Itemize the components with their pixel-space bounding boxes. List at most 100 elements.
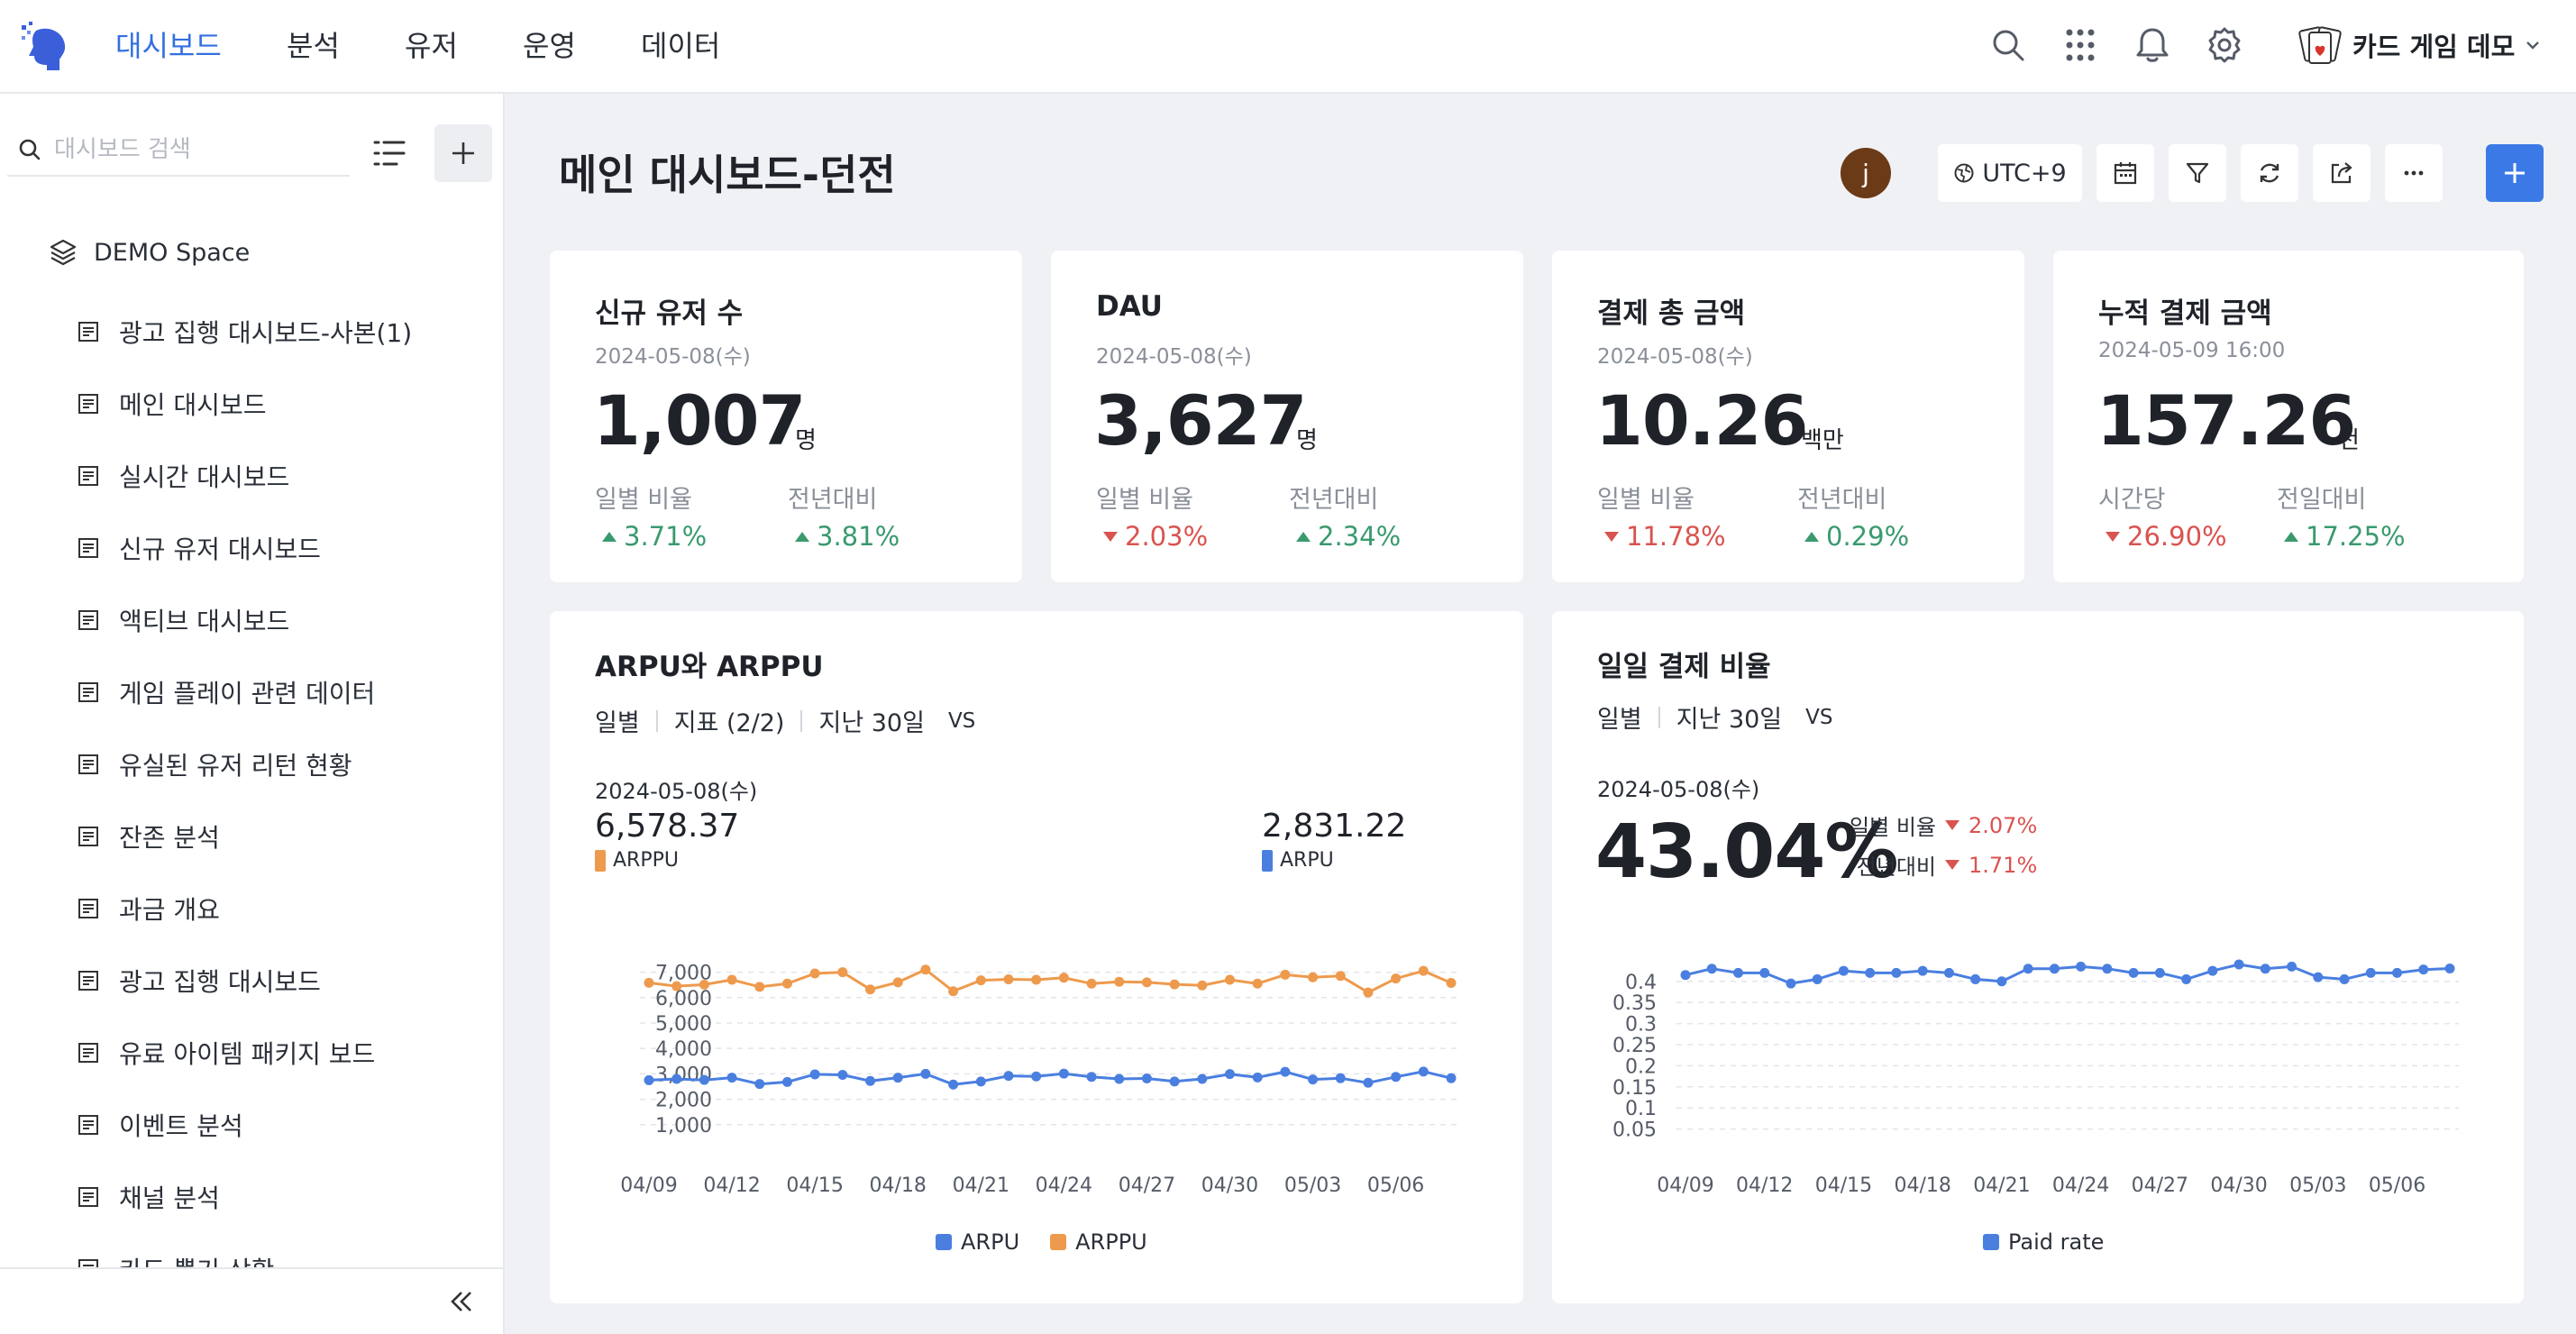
globe-icon [1954, 163, 1974, 183]
kpi-change-value: 0.29% [1826, 521, 1910, 552]
data-point [892, 1073, 903, 1083]
y-tick-label: 1,000 [655, 1115, 712, 1138]
paid-rate-daily-change: 일별 비율 2.07% [1846, 809, 2037, 841]
data-point [1865, 967, 1876, 978]
kpi-unit: 명 [1296, 427, 1318, 454]
filter-button[interactable] [2169, 144, 2226, 202]
compare-toggle[interactable]: VS [1805, 705, 1833, 729]
data-point [726, 974, 737, 985]
sidebar-item-channels[interactable]: 채널 분석 [78, 1161, 501, 1233]
chevron-down-icon [2526, 41, 2540, 50]
kpi-card-new-users[interactable]: 신규 유저 수 2024-05-08(수) 1,007 명 일별 비율 전년대비… [550, 251, 1022, 582]
chart-card-paid-rate[interactable]: 일일 결제 비율 일별 지난 30일 VS 2024-05-08(수) 43.0… [1552, 611, 2524, 1303]
sidebar-item-gameplay[interactable]: 게임 플레이 관련 데이터 [78, 656, 501, 728]
kpi-card-dau[interactable]: DAU 2024-05-08(수) 3,627 명 일별 비율 전년대비 2.0… [1051, 251, 1523, 582]
sidebar-search [7, 124, 350, 177]
dashboard-search-input[interactable] [54, 136, 324, 163]
nav-analysis[interactable]: 분석 [287, 29, 340, 63]
data-point [1197, 980, 1208, 991]
refresh-button[interactable] [2241, 144, 2298, 202]
chart-card-arpu-arppu[interactable]: ARPU와 ARPPU 일별 지표 (2/2) 지난 30일 VS 2024-0… [550, 611, 1523, 1303]
triangle-down-icon [1604, 531, 1619, 542]
space-demo[interactable]: DEMO Space [49, 238, 250, 267]
share-button[interactable] [2313, 144, 2370, 202]
search-icon[interactable] [1988, 25, 2028, 65]
add-dashboard-button[interactable] [434, 124, 492, 182]
filter-granularity[interactable]: 일별 [595, 709, 640, 737]
sidebar-item-billing[interactable]: 과금 개요 [78, 873, 501, 945]
data-point [2023, 964, 2033, 974]
y-tick-label: 0.3 [1625, 1014, 1657, 1037]
kpi-date: 2024-05-08(수) [1597, 345, 1753, 369]
filter-granularity[interactable]: 일별 [1597, 706, 1642, 734]
legend-item-arpu[interactable]: ARPU [936, 1229, 1019, 1255]
kpi-label-yoy: 전년대비 [1289, 486, 1379, 514]
data-point [1812, 973, 1822, 984]
kpi-card-total-payment[interactable]: 결제 총 금액 2024-05-08(수) 10.26 백만 일별 비율 전년대… [1552, 251, 2024, 582]
refresh-icon [2260, 163, 2279, 183]
divider [800, 709, 803, 732]
sidebar-item-label: 과금 개요 [119, 895, 220, 925]
filter-icon [2186, 162, 2209, 184]
data-point [1031, 1071, 1042, 1082]
legend-item-arppu[interactable]: ARPPU [1050, 1229, 1147, 1255]
chart-legend: ARPU ARPPU [936, 1229, 1147, 1255]
space-name: DEMO Space [94, 238, 251, 267]
sidebar-item-ad-dashboard-copy[interactable]: 광고 집행 대시보드-사본(1) [78, 296, 501, 368]
document-icon [78, 682, 98, 702]
bell-icon[interactable] [2133, 25, 2172, 65]
legend-item-paid-rate[interactable]: Paid rate [1983, 1229, 2104, 1255]
nav-operations[interactable]: 운영 [523, 29, 576, 63]
sidebar-item-main-dashboard[interactable]: 메인 대시보드 [78, 368, 501, 440]
compare-toggle[interactable]: VS [947, 708, 976, 733]
more-options-button[interactable] [2385, 144, 2443, 202]
sidebar-item-realtime[interactable]: 실시간 대시보드 [78, 440, 501, 512]
data-point [1363, 987, 1374, 998]
sidebar-item-return-users[interactable]: 유실된 유저 리턴 현황 [78, 728, 501, 800]
divider [1658, 706, 1660, 728]
project-selector[interactable]: 카드 게임 데모 [2297, 20, 2542, 70]
avatar[interactable]: j [1841, 148, 1891, 198]
collapse-sidebar-icon[interactable] [443, 1284, 480, 1320]
data-point [1970, 973, 1981, 984]
sidebar-item-events[interactable]: 이벤트 분석 [78, 1089, 501, 1161]
nav-data[interactable]: 데이터 [641, 29, 721, 63]
x-tick-label: 05/06 [1367, 1174, 1424, 1197]
data-point [754, 982, 765, 992]
data-point [699, 979, 709, 990]
chart-filters: 일별 지표 (2/2) 지난 30일 VS [595, 703, 975, 738]
filter-metrics[interactable]: 지표 (2/2) [673, 709, 785, 737]
nav-users[interactable]: 유저 [405, 29, 458, 63]
data-point [1838, 965, 1849, 976]
triangle-up-icon [795, 531, 809, 542]
sidebar-item-label: 채널 분석 [119, 1183, 220, 1213]
legend-swatch [1983, 1234, 1999, 1250]
nav-dashboard[interactable]: 대시보드 [115, 29, 222, 63]
list-view-icon[interactable] [370, 133, 411, 175]
data-point [671, 1074, 682, 1084]
sidebar-item-retention[interactable]: 잔존 분석 [78, 800, 501, 873]
kpi-change-value: 2.03% [1125, 521, 1209, 552]
sidebar-item-paid-items[interactable]: 유료 아이템 패키지 보드 [78, 1017, 501, 1089]
chart-date: 2024-05-08(수) [595, 779, 758, 804]
kpi-change-daily: 2.03% [1103, 521, 1208, 552]
kpi-card-cumulative-payment[interactable]: 누적 결제 금액 2024-05-09 16:00 157.26 천 시간당 전… [2053, 251, 2524, 582]
add-widget-button[interactable] [2486, 144, 2544, 202]
date-range-button[interactable] [2096, 144, 2154, 202]
data-point [2049, 964, 2060, 974]
timezone-button[interactable]: UTC+9 [1938, 144, 2082, 202]
kpi-change-yoy: 3.81% [795, 521, 900, 552]
apps-grid-icon[interactable] [2060, 25, 2100, 65]
sidebar-item-active[interactable]: 액티브 대시보드 [78, 584, 501, 656]
kpi-unit: 명 [795, 427, 817, 454]
filter-period[interactable]: 지난 30일 [1676, 706, 1783, 734]
data-point [920, 964, 931, 975]
brain-logo-icon[interactable] [16, 18, 72, 74]
filter-period[interactable]: 지난 30일 [818, 709, 925, 737]
kpi-title: 신규 유저 수 [595, 297, 744, 330]
kpi-label-daily: 일별 비율 [595, 486, 692, 514]
sidebar-item-ad-dashboard[interactable]: 광고 집행 대시보드 [78, 945, 501, 1017]
gear-icon[interactable] [2205, 25, 2244, 65]
sidebar-item-new-users[interactable]: 신규 유저 대시보드 [78, 512, 501, 584]
series-line [648, 1070, 1452, 1086]
